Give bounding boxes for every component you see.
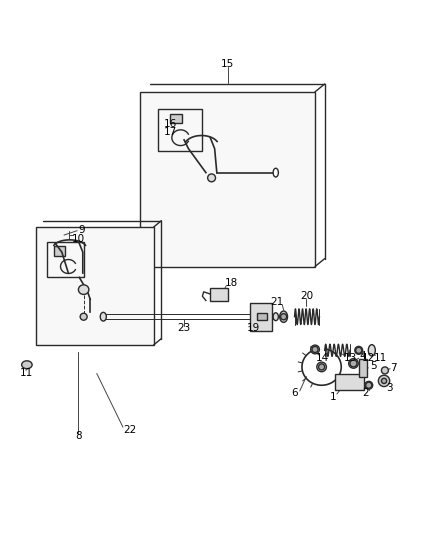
Text: 9: 9 [78, 225, 85, 235]
Text: 12: 12 [362, 353, 375, 363]
Text: 6: 6 [291, 388, 297, 398]
Text: 14: 14 [316, 353, 329, 363]
Ellipse shape [100, 312, 106, 321]
Ellipse shape [208, 174, 215, 182]
Text: 10: 10 [72, 233, 85, 244]
Text: 16: 16 [163, 119, 177, 129]
Text: 4: 4 [360, 351, 367, 361]
Bar [141, 92, 315, 266]
Bar [54, 246, 65, 256]
Text: 1: 1 [330, 392, 337, 401]
Text: 2: 2 [362, 388, 369, 398]
Circle shape [318, 364, 325, 370]
Ellipse shape [349, 359, 358, 368]
Text: 19: 19 [247, 324, 260, 334]
Text: 17: 17 [163, 127, 177, 137]
Text: 11: 11 [19, 368, 33, 378]
Text: 8: 8 [75, 431, 82, 441]
Ellipse shape [21, 361, 32, 369]
Ellipse shape [365, 381, 373, 389]
Ellipse shape [78, 285, 89, 294]
Circle shape [350, 360, 357, 367]
Bar [46, 243, 84, 277]
Ellipse shape [273, 313, 279, 321]
Bar [158, 109, 201, 151]
Circle shape [378, 375, 390, 386]
Circle shape [281, 313, 287, 320]
Text: 22: 22 [123, 425, 136, 435]
Circle shape [381, 378, 387, 384]
Text: 23: 23 [177, 324, 191, 334]
Text: 20: 20 [300, 291, 313, 301]
Text: 3: 3 [386, 383, 392, 393]
Bar [250, 303, 272, 330]
Ellipse shape [368, 345, 375, 356]
Text: 7: 7 [390, 363, 397, 373]
Ellipse shape [317, 362, 326, 372]
Bar [359, 359, 367, 376]
Bar [210, 288, 228, 302]
Circle shape [312, 346, 318, 352]
Text: 21: 21 [270, 297, 284, 308]
Text: 5: 5 [370, 361, 377, 371]
Text: 11: 11 [374, 353, 387, 363]
Text: 13: 13 [343, 353, 357, 363]
Bar [170, 114, 182, 123]
Ellipse shape [355, 346, 363, 354]
Ellipse shape [311, 345, 319, 354]
Ellipse shape [273, 168, 279, 177]
Circle shape [356, 348, 362, 353]
Text: 15: 15 [221, 59, 234, 69]
Text: 18: 18 [225, 278, 238, 288]
Circle shape [366, 382, 372, 389]
Bar [335, 374, 364, 390]
Ellipse shape [381, 367, 389, 374]
Bar [258, 313, 267, 320]
Ellipse shape [280, 311, 288, 322]
Bar [35, 227, 153, 345]
Circle shape [80, 313, 87, 320]
